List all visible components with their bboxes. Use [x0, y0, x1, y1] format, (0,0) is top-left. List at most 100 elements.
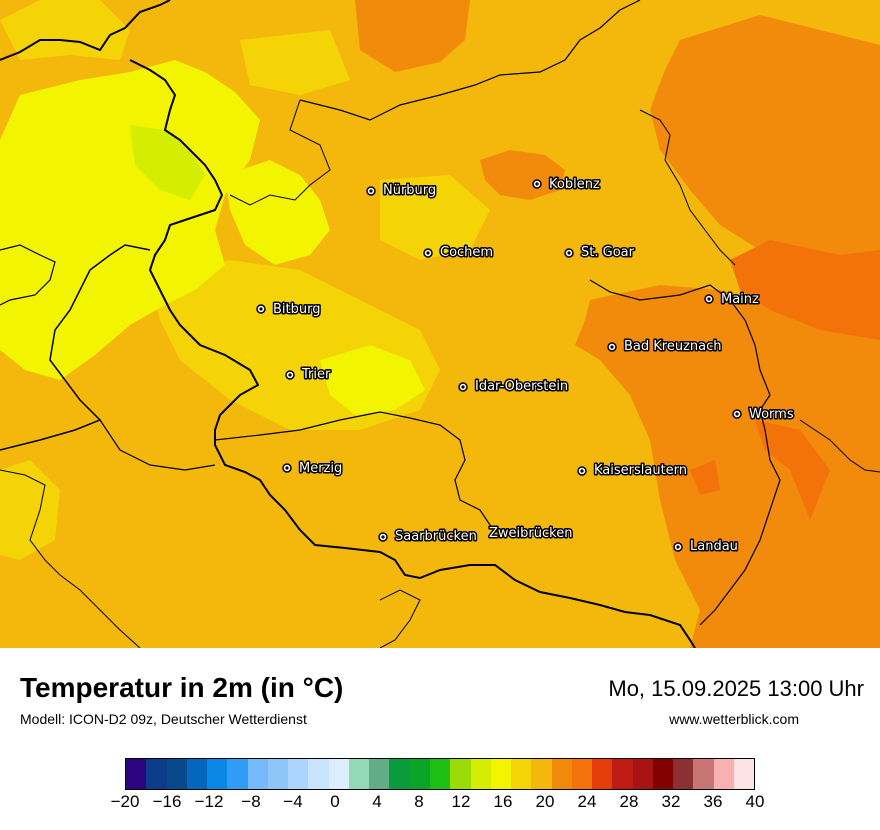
state-border: [589, 279, 781, 626]
city-marker: [378, 532, 388, 542]
cool-zone: [225, 160, 330, 265]
map-title: Temperatur in 2m (in °C): [20, 672, 344, 703]
legend-swatch: [166, 759, 187, 789]
legend-swatch: [207, 759, 228, 789]
mild-zone: [380, 175, 490, 260]
city-label: Trier: [301, 367, 331, 382]
warm-zone: [575, 285, 880, 648]
legend-tick-label: −12: [194, 792, 224, 811]
legend-tick-label: −20: [110, 792, 140, 811]
legend-swatch: [126, 759, 147, 789]
legend-swatch: [328, 759, 349, 789]
city-label: Kaiserslautern: [594, 463, 687, 478]
city-label: Merzig: [299, 461, 342, 476]
legend-tick-label: 8: [414, 792, 424, 811]
state-border: [214, 411, 501, 536]
legend-swatch: [571, 759, 593, 789]
legend-tick-label: 24: [577, 792, 597, 811]
state-border: [299, 0, 641, 121]
city-label: Saarbrücken: [395, 529, 477, 544]
city-label: Koblenz: [549, 177, 600, 192]
legend-swatch: [146, 759, 167, 789]
legend-swatch: [247, 759, 268, 789]
legend-swatch: [733, 759, 755, 789]
city-label: Mainz: [721, 292, 759, 307]
city-marker: [704, 294, 714, 304]
website-url: www.wetterblick.com: [669, 711, 799, 727]
legend-tick-label: −16: [152, 792, 182, 811]
city-label: Bitburg: [273, 302, 321, 317]
state-border: [799, 419, 880, 473]
city-marker: [577, 466, 587, 476]
legend-tick-label: 0: [330, 792, 340, 811]
legend-swatch: [592, 759, 613, 789]
warm-zone: [480, 150, 565, 200]
legend-swatch: [673, 759, 694, 789]
cool-zone: [0, 60, 260, 380]
legend-swatch: [470, 759, 491, 789]
legend-swatch: [450, 759, 471, 789]
city-label: Landau: [690, 539, 738, 554]
legend-tick-label: 16: [493, 792, 513, 811]
legend-swatch: [490, 759, 512, 789]
legend-swatch: [551, 759, 572, 789]
city-label: Worms: [749, 407, 794, 422]
color-legend: [125, 758, 755, 790]
state-border: [229, 99, 331, 206]
legend-swatch: [409, 759, 430, 789]
map-canvas: Nürburg Koblenz Cochem St. Goar Bitburg …: [0, 0, 880, 648]
city-label: Zweibrücken: [489, 526, 572, 541]
city-marker: [256, 304, 266, 314]
legend-swatch: [389, 759, 410, 789]
legend-tick-label: −4: [283, 792, 303, 811]
legend-ticks: −20 −16 −12 −8 −4 0 4 8 12 16 20 24 28 32 36 40: [111, 792, 765, 822]
cool-zone: [320, 345, 425, 415]
legend-swatch: [429, 759, 451, 789]
legend-tick-label: 12: [451, 792, 471, 811]
legend-swatch: [693, 759, 714, 789]
legend-swatch: [652, 759, 674, 789]
country-border: [129, 59, 696, 648]
legend-tick-label: −8: [241, 792, 261, 811]
city-marker: [366, 186, 376, 196]
city-marker: [673, 542, 683, 552]
state-border: [379, 589, 421, 648]
temperature-map: Nürburg Koblenz Cochem St. Goar Bitburg …: [0, 0, 880, 648]
city-marker: [532, 179, 542, 189]
legend-swatch: [186, 759, 208, 789]
hot-zone: [690, 460, 720, 495]
city-marker: [282, 463, 292, 473]
city-label: St. Goar: [581, 245, 635, 260]
city-marker: [458, 382, 468, 392]
city-label: Nürburg: [383, 183, 436, 198]
legend-swatch: [227, 759, 248, 789]
warm-zone: [355, 0, 470, 72]
legend-swatch: [531, 759, 552, 789]
mild-zone: [240, 30, 350, 95]
legend-swatch: [713, 759, 734, 789]
city-label: Cochem: [440, 245, 493, 260]
hot-zone: [730, 240, 880, 340]
state-border: [0, 244, 56, 306]
legend-swatch: [612, 759, 633, 789]
state-border: [0, 244, 151, 451]
legend-swatch: [348, 759, 370, 789]
hot-zone: [755, 420, 830, 520]
legend-tick-label: 36: [703, 792, 723, 811]
state-border: [99, 419, 216, 471]
country-border: [0, 0, 171, 61]
city-marker: [607, 342, 617, 352]
warm-zone: [650, 15, 880, 300]
city-label: Bad Kreuznach: [624, 339, 722, 354]
legend-tick-label: 4: [372, 792, 382, 811]
city-marker: [423, 248, 433, 258]
legend-swatch: [288, 759, 309, 789]
coolest-zone: [130, 125, 205, 200]
legend-swatch: [511, 759, 532, 789]
state-border: [0, 469, 141, 648]
forecast-datetime: Mo, 15.09.2025 13:00 Uhr: [608, 676, 864, 701]
city-label: Idar-Oberstein: [475, 379, 568, 394]
legend-tick-label: 32: [661, 792, 681, 811]
legend-swatch: [308, 759, 329, 789]
legend-tick-label: 20: [535, 792, 555, 811]
